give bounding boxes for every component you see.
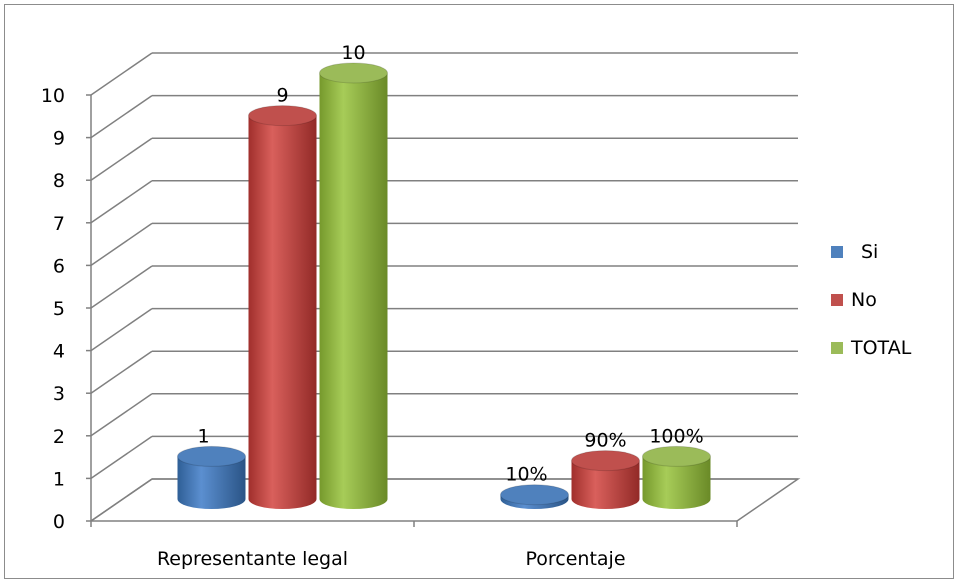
- legend-label: TOTAL: [850, 337, 912, 359]
- bar: [248, 105, 317, 509]
- gridline-side: [90, 52, 153, 96]
- bars: [177, 62, 711, 509]
- data-label: 9: [276, 85, 288, 107]
- y-tick-label: 6: [53, 255, 65, 277]
- bar: [642, 445, 711, 509]
- chart-frame: 0 1 2 3 4 5 6 7 8 9 10 Representante legal Porcenta…: [4, 4, 954, 579]
- bar-body: [248, 115, 317, 509]
- y-tick-label: 4: [53, 341, 65, 363]
- legend-swatch: [831, 342, 843, 354]
- bar-top: [642, 445, 711, 467]
- legend-swatch: [831, 294, 843, 306]
- legend-label: Si: [861, 241, 878, 263]
- bar: [500, 484, 569, 509]
- x-category-label: Representante legal: [157, 548, 348, 570]
- legend-item: No: [831, 289, 877, 311]
- bar: [571, 450, 640, 509]
- legend-swatch: [831, 246, 843, 258]
- y-tick-label: 9: [53, 128, 65, 150]
- bar-top: [500, 484, 569, 506]
- bar-body: [319, 73, 388, 509]
- legend-label: No: [851, 289, 877, 311]
- bar-chart: 0 1 2 3 4 5 6 7 8 9 10 Representante legal Porcenta…: [41, 42, 912, 570]
- y-tick-label: 0: [53, 511, 65, 533]
- x-axis: Representante legal Porcentaje: [90, 520, 738, 570]
- data-label: 10%: [505, 464, 547, 486]
- gridline-side: [90, 94, 153, 139]
- data-label: 100%: [649, 425, 703, 447]
- gridline-side: [90, 265, 153, 309]
- legend-item: Si: [831, 241, 878, 263]
- bar-top: [571, 450, 640, 472]
- bar: [319, 62, 388, 509]
- gridline-side: [90, 435, 153, 480]
- gridline-side: [90, 137, 153, 181]
- data-label: 10: [341, 42, 365, 64]
- y-tick-label: 1: [53, 468, 65, 490]
- y-tick-label: 7: [53, 213, 65, 235]
- data-label: 1: [197, 425, 209, 447]
- gridline-side: [90, 180, 153, 224]
- bar-body: [642, 456, 711, 509]
- bar-top: [177, 445, 246, 467]
- legend-item: TOTAL: [831, 337, 912, 359]
- bar-top: [248, 105, 317, 127]
- legend: Si No TOTAL: [831, 241, 912, 359]
- x-category-label: Porcentaje: [525, 548, 625, 570]
- bar: [177, 445, 246, 509]
- gridline-side: [90, 393, 153, 437]
- y-tick-label: 8: [53, 170, 65, 192]
- y-tick-label: 2: [53, 426, 65, 448]
- data-label: 90%: [584, 430, 626, 452]
- bar-body: [571, 460, 640, 509]
- y-tick-label: 3: [53, 383, 65, 405]
- gridline-side: [90, 478, 153, 522]
- y-axis: 0 1 2 3 4 5 6 7 8 9 10: [41, 85, 92, 533]
- y-tick-label: 10: [41, 85, 65, 107]
- gridline-side: [90, 222, 153, 267]
- gridline-side: [90, 350, 153, 394]
- y-tick-label: 5: [53, 298, 65, 320]
- bar-body: [177, 456, 246, 509]
- data-labels: 1 9 10 10% 90% 100%: [197, 42, 703, 486]
- bar-top: [319, 62, 388, 84]
- gridline-side: [90, 307, 153, 352]
